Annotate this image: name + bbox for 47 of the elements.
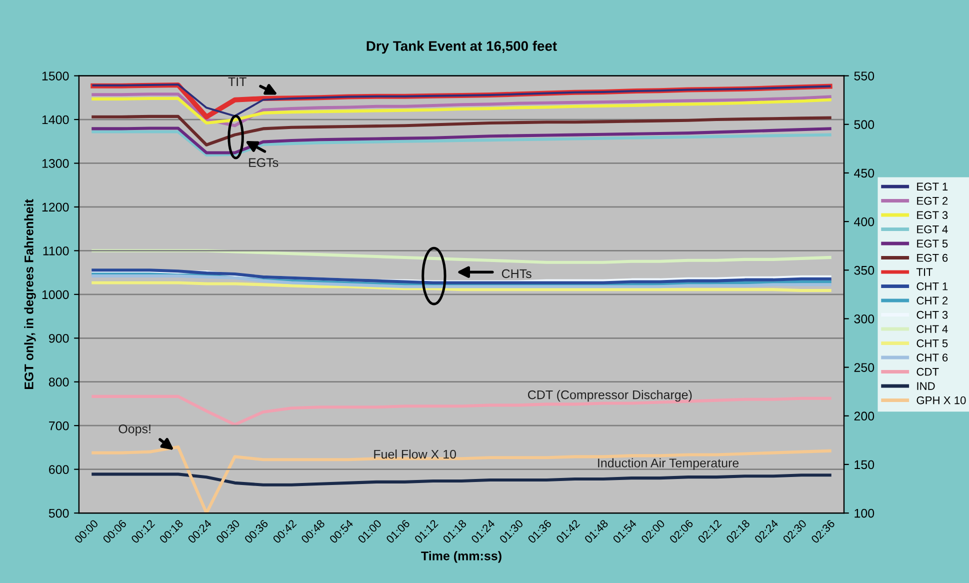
y2-tick-label: 500 — [854, 120, 874, 130]
y-tick-label: 1300 — [42, 159, 69, 168]
legend-label: EGT 2 — [917, 196, 948, 205]
legend-label: TIT — [916, 268, 933, 276]
y-tick-label: 500 — [48, 508, 69, 518]
annotation: CDT (Compressor Discharge) — [528, 390, 692, 402]
legend-label: CHT 1 — [916, 282, 948, 290]
annotation: EGTs — [249, 158, 278, 168]
y2-tick-label: 100 — [854, 508, 874, 518]
legend-label: EGT 1 — [917, 182, 948, 191]
legend-label: CDT — [916, 368, 939, 376]
y2-tick-label: 250 — [854, 363, 874, 372]
legend-label: IND — [917, 382, 935, 390]
x-axis-title: Time (mm:ss) — [421, 551, 502, 563]
annotation: Fuel Flow X 10 — [374, 449, 456, 459]
legend-label: EGT 6 — [917, 254, 948, 262]
y2-tick-label: 350 — [854, 266, 874, 275]
annotation: TIT — [228, 77, 246, 86]
y-tick-label: 1200 — [42, 202, 69, 212]
legend-label: GPH X 10 — [916, 396, 966, 404]
legend-label: EGT 4 — [917, 225, 948, 234]
y2-tick-label: 150 — [854, 460, 874, 470]
y-axis-title: EGT only, in degrees Fahrenheit — [24, 199, 36, 389]
annotation: Oops! — [118, 424, 150, 436]
y2-tick-label: 400 — [854, 217, 874, 226]
y2-tick-label: 300 — [854, 314, 874, 324]
legend-label: EGT 3 — [917, 211, 948, 220]
y-tick-label: 1400 — [42, 115, 69, 124]
y-tick-label: 600 — [49, 465, 69, 474]
y-tick-label: 700 — [49, 421, 69, 430]
y2-tick-label: 550 — [854, 72, 874, 80]
y-tick-label: 1500 — [42, 72, 69, 80]
legend-label: EGT 5 — [917, 240, 948, 248]
annotation: CHTs — [502, 269, 532, 278]
legend-label: CHT 6 — [916, 354, 948, 362]
y2-tick-label: 450 — [854, 168, 874, 178]
annotation: Induction Air Temperature — [598, 458, 739, 470]
legend-label: CHT 4 — [916, 325, 948, 334]
y-tick-label: 900 — [48, 334, 69, 343]
chart-title: Dry Tank Event at 16,500 feet — [366, 40, 557, 54]
y-tick-label: 1000 — [42, 290, 69, 300]
y2-tick-label: 200 — [854, 412, 874, 421]
legend-label: CHT 5 — [916, 339, 948, 348]
y-tick-label: 800 — [48, 378, 69, 387]
y-tick-label: 1100 — [43, 246, 69, 256]
legend-label: CHT 2 — [916, 296, 948, 305]
legend-label: CHT 3 — [916, 310, 948, 319]
